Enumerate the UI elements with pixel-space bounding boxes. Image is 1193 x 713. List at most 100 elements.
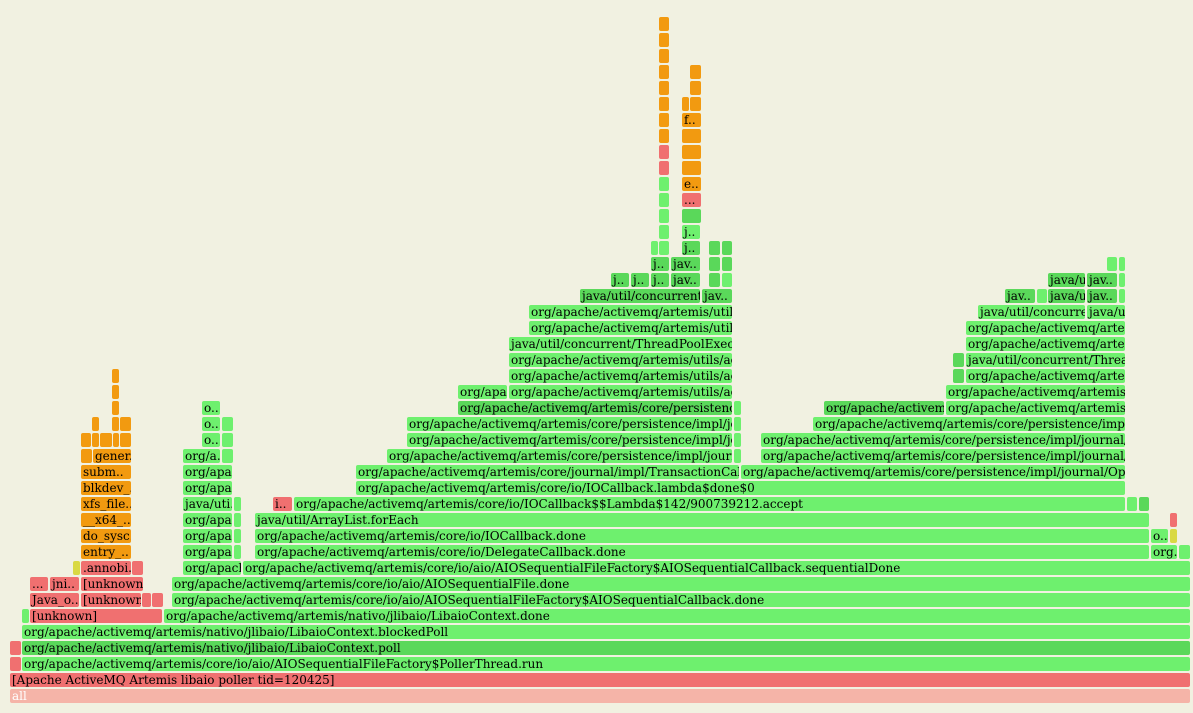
flame-frame[interactable]: entry_.. [81, 545, 131, 559]
flame-frame[interactable]: org/apache/activemq/artemis/utils/Acti.. [529, 305, 732, 319]
flame-frame[interactable] [682, 209, 701, 223]
flame-frame[interactable] [659, 17, 669, 31]
flame-frame[interactable] [953, 353, 964, 367]
flame-frame[interactable] [234, 545, 241, 559]
flame-frame[interactable]: gener.. [93, 449, 131, 463]
flame-frame[interactable] [682, 97, 689, 111]
flame-frame[interactable] [132, 561, 143, 575]
flame-frame[interactable] [222, 433, 233, 447]
flame-frame[interactable] [1170, 529, 1177, 543]
flame-frame[interactable]: org/apache/activemq/artemis/core/persist… [761, 449, 1125, 463]
flame-frame[interactable]: org/apache/activemq/artemis/nativo/jliba… [22, 625, 1190, 639]
flame-frame[interactable] [81, 433, 91, 447]
flame-frame[interactable]: java/util/concurrent/ThreadPo.. [966, 353, 1125, 367]
flame-frame[interactable]: jav.. [1005, 289, 1035, 303]
flame-frame[interactable]: org/apache/activemq/artemis/ut.. [966, 369, 1125, 383]
flame-frame[interactable] [659, 145, 669, 159]
flame-frame[interactable]: org/apache/activemq/artemis/core/persist… [407, 433, 732, 447]
flame-frame[interactable]: [Apache ActiveMQ Artemis libaio poller t… [10, 673, 1190, 687]
flame-frame[interactable] [690, 97, 701, 111]
flame-frame[interactable] [152, 593, 163, 607]
flame-frame[interactable]: xfs_file.. [81, 497, 131, 511]
flame-frame[interactable]: .annobi.. [81, 561, 131, 575]
flame-frame[interactable]: org/apa.. [183, 529, 232, 543]
flame-frame[interactable]: org/apache/activemq/artemis/utils/.. [946, 385, 1125, 399]
flame-frame[interactable] [1170, 513, 1177, 527]
flame-frame[interactable] [1037, 289, 1047, 303]
flame-frame[interactable] [659, 97, 669, 111]
flame-frame[interactable]: jav.. [1087, 289, 1117, 303]
flame-frame[interactable] [120, 433, 131, 447]
flame-frame[interactable] [659, 129, 669, 143]
flame-frame[interactable] [659, 209, 669, 223]
flame-frame[interactable]: org/apache/activemq/artemis/core/persist… [458, 401, 732, 415]
flame-frame[interactable] [722, 273, 732, 287]
flame-frame[interactable]: [unknown] [30, 609, 162, 623]
flame-frame[interactable]: ... [30, 577, 48, 591]
flame-frame[interactable]: org/apache/activemq/artemis/core/io/aio/… [22, 657, 1190, 671]
flame-frame[interactable]: org/apach.. [183, 561, 241, 575]
flame-frame[interactable]: jni.. [50, 577, 79, 591]
flame-frame[interactable]: java/util/concurrent.. [978, 305, 1085, 319]
flame-frame[interactable]: o.. [1151, 529, 1168, 543]
flame-frame[interactable]: org/apache/activemq/artemis/utils/Acti.. [529, 321, 732, 335]
flame-frame[interactable]: org/apache/activemq/artemis/core/journal… [356, 465, 739, 479]
flame-frame[interactable] [142, 593, 151, 607]
flame-frame[interactable]: [unknown] [81, 593, 141, 607]
flame-frame[interactable]: j.. [651, 273, 669, 287]
flame-frame[interactable]: org/apache/activemq/artemis/ut.. [966, 337, 1125, 351]
flame-frame[interactable] [734, 433, 741, 447]
flame-frame[interactable]: j.. [682, 225, 700, 239]
flame-frame[interactable] [1119, 257, 1125, 271]
flame-frame[interactable] [682, 145, 701, 159]
flame-frame[interactable] [112, 417, 119, 431]
flame-frame[interactable] [234, 513, 241, 527]
flame-frame[interactable] [112, 369, 119, 383]
flame-frame[interactable] [1107, 257, 1117, 271]
flame-frame[interactable]: jav.. [671, 257, 700, 271]
flame-frame[interactable]: j.. [611, 273, 629, 287]
flame-frame[interactable] [10, 657, 21, 671]
flame-frame[interactable]: java/u.. [1048, 273, 1085, 287]
flame-frame[interactable] [10, 641, 21, 655]
flame-frame[interactable]: org/a.. [183, 449, 220, 463]
flame-frame[interactable] [722, 257, 732, 271]
flame-frame[interactable] [659, 49, 669, 63]
flame-frame[interactable] [112, 385, 119, 399]
flame-frame[interactable]: org/apache/activemq/artemis/core/io/IOCa… [255, 529, 1149, 543]
flame-frame[interactable] [659, 81, 669, 95]
flame-frame[interactable]: org/apache/activemq/artemis/nativo/jliba… [22, 641, 1190, 655]
flame-frame[interactable] [1127, 497, 1137, 511]
flame-frame[interactable]: org/apache/activemq/artemis/core/persist… [813, 417, 1125, 431]
flame-frame[interactable] [734, 449, 741, 463]
flame-frame[interactable]: org/apache/activemq/artemis/core/persist… [741, 465, 1125, 479]
flame-frame[interactable]: java/util/concurrent/L.. [580, 289, 700, 303]
flame-frame[interactable]: o.. [202, 417, 220, 431]
flame-frame[interactable]: ... [682, 193, 701, 207]
flame-frame[interactable]: org/apache/activemq/artemis/core/io/aio/… [172, 593, 1190, 607]
flame-frame[interactable]: org/apa.. [458, 385, 507, 399]
flame-frame[interactable]: jav.. [702, 289, 732, 303]
flame-frame[interactable]: org/apache/activemq/artemis/core/persist… [761, 433, 1125, 447]
flame-frame[interactable]: org/apache/activemq/artemis/core/io/IOCa… [356, 481, 1125, 495]
flame-frame[interactable] [100, 433, 112, 447]
flame-frame[interactable]: j.. [682, 241, 700, 255]
flame-frame[interactable]: java/uti.. [183, 497, 232, 511]
flame-frame[interactable] [682, 129, 701, 143]
flame-frame[interactable]: org/apache/activemq/artemis/utils/.. [946, 401, 1125, 415]
flame-frame[interactable]: org/apache/activemq/artemis/core/io/Dele… [255, 545, 1149, 559]
flame-frame[interactable]: org/apache/activemq/artemis/nativo/jliba… [164, 609, 1190, 623]
flame-frame[interactable]: org/apache/activemq/artemis/utils/actors… [509, 385, 732, 399]
flame-frame[interactable] [1119, 273, 1125, 287]
flame-frame[interactable] [120, 417, 131, 431]
flame-frame[interactable] [1179, 545, 1190, 559]
flame-frame[interactable]: org/apache/activemq/artemis/core/io/aio/… [243, 561, 1190, 575]
flame-frame[interactable] [659, 161, 669, 175]
flame-frame[interactable]: f.. [682, 113, 701, 127]
flame-frame[interactable] [659, 33, 669, 47]
flame-frame[interactable]: jav.. [671, 273, 700, 287]
flame-frame[interactable]: org/apache/activemq/artemis/ut.. [966, 321, 1125, 335]
flame-frame[interactable] [682, 161, 701, 175]
flame-frame[interactable] [222, 449, 233, 463]
flame-frame[interactable]: Java_o.. [30, 593, 79, 607]
